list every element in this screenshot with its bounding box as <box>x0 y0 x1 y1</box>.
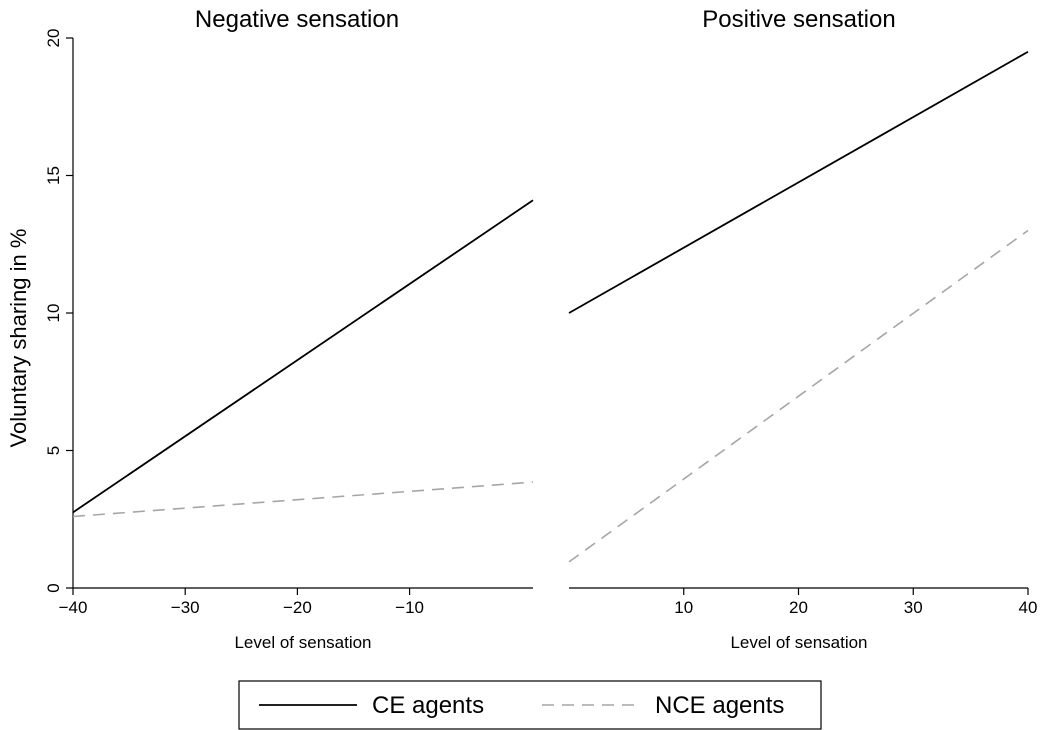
y-tick-label: 5 <box>44 446 63 455</box>
x-axis-title-negative: Level of sensation <box>234 633 371 652</box>
panel-negative-sensation: −40 −30 −20 −10 0 5 10 15 20 <box>44 29 534 617</box>
panel-title-positive: Positive sensation <box>702 6 895 33</box>
y-tick-label: 20 <box>44 29 63 48</box>
x-tick-label-positive-sensation: 40 <box>1019 598 1038 617</box>
legend: CE agents NCE agents <box>238 680 822 730</box>
y-axis-title: Voluntary sharing in % <box>6 229 31 448</box>
panel-positive-sensation: 10 20 30 40 <box>568 50 1038 617</box>
x-axis-title-positive: Level of sensation <box>730 633 867 652</box>
series-line-ce-agents-positive-sensation <box>568 50 1029 314</box>
panel-title-negative: Negative sensation <box>195 6 399 33</box>
series-line-nce-agents-positive-sensation <box>568 229 1029 563</box>
series-line-nce-agents-negative-sensation <box>72 481 534 518</box>
y-tick-label: 10 <box>44 304 63 323</box>
legend-label-ce-agents: CE agents <box>372 692 484 719</box>
y-tick-label: 0 <box>44 583 63 592</box>
x-tick-label-negative-sensation: −20 <box>283 598 312 617</box>
x-tick-label-negative-sensation: −30 <box>171 598 200 617</box>
x-tick-label-positive-sensation: 20 <box>789 598 808 617</box>
x-tick-label-positive-sensation: 30 <box>904 598 923 617</box>
x-tick-label-negative-sensation: −40 <box>59 598 88 617</box>
y-tick-label: 15 <box>44 166 63 185</box>
x-tick-label-positive-sensation: 10 <box>674 598 693 617</box>
legend-label-nce-agents: NCE agents <box>655 692 784 719</box>
series-line-ce-agents-negative-sensation <box>72 199 534 514</box>
x-tick-label-negative-sensation: −10 <box>395 598 424 617</box>
